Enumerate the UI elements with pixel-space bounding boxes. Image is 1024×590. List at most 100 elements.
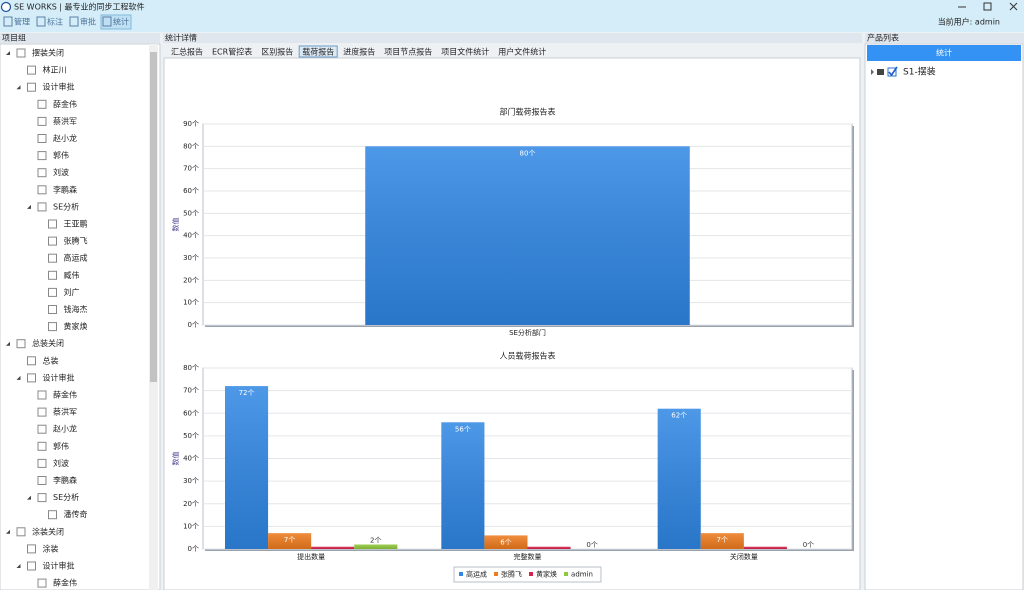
tree-label[interactable]: 薛金伟 [53, 390, 77, 400]
tree-checkbox[interactable] [48, 305, 57, 314]
tree-checkbox[interactable] [48, 510, 57, 520]
tree-label[interactable]: 设计审批 [43, 82, 75, 92]
tree-label[interactable]: SE分析 [53, 201, 79, 211]
restore-button[interactable] [983, 2, 992, 11]
tab-label[interactable]: 用户文件统计 [498, 47, 546, 57]
tree-checkbox[interactable] [37, 407, 47, 417]
tree-label[interactable]: 李鹏森 [53, 475, 77, 485]
toolbar-item[interactable]: 标注 [47, 17, 63, 27]
tree-label[interactable]: 黄家焕 [64, 321, 88, 331]
tree-label[interactable]: 钱海杰 [64, 304, 88, 314]
tree-checkbox[interactable] [37, 99, 47, 109]
tree-checkbox[interactable] [37, 424, 47, 434]
tree-checkbox[interactable] [37, 493, 47, 503]
close-button[interactable] [1009, 2, 1018, 11]
expand-arrow[interactable] [27, 495, 31, 500]
right-panel-header [865, 33, 1024, 43]
tree-checkbox[interactable] [37, 134, 47, 143]
expand-arrow[interactable] [6, 51, 10, 55]
tree-label[interactable]: 张腾飞 [64, 236, 88, 246]
tree-label[interactable]: 总装关闭 [32, 338, 64, 348]
toolbar-item[interactable]: 统计 [113, 17, 129, 27]
tree-label[interactable]: 郭伟 [53, 441, 69, 451]
expand-arrow[interactable] [6, 341, 10, 346]
tree-label[interactable]: 设计审批 [43, 372, 75, 382]
tree-checkbox[interactable] [37, 441, 47, 451]
value-label: 6个 [500, 538, 511, 546]
tree-checkbox[interactable] [48, 322, 57, 332]
tree-checkbox[interactable] [37, 116, 47, 126]
tree-label[interactable]: 赵小龙 [53, 424, 77, 434]
tree-label[interactable]: 赵小龙 [53, 133, 77, 143]
tree-checkbox[interactable] [27, 65, 36, 75]
tab-label[interactable]: 项目文件统计 [441, 47, 489, 57]
y-tick-label: 10个 [183, 522, 199, 530]
tree-label[interactable]: 薛金伟 [53, 578, 77, 588]
tree-label[interactable]: 潘传奇 [64, 509, 88, 519]
toolbar-item[interactable]: 审批 [80, 17, 96, 27]
tree-label[interactable]: 郭伟 [53, 150, 69, 160]
y-tick-label: 90个 [183, 120, 199, 128]
tree-label[interactable]: 刘波 [53, 167, 69, 177]
tree-checkbox[interactable] [16, 48, 26, 58]
tree-label[interactable]: 设计审批 [43, 561, 75, 571]
tree-label[interactable]: 摆装关闭 [32, 48, 64, 58]
window-controls[interactable] [958, 2, 1018, 11]
tree-checkbox[interactable] [48, 236, 57, 246]
tree-checkbox[interactable] [37, 185, 47, 195]
tree-checkbox[interactable] [16, 339, 26, 349]
tree-checkbox[interactable] [27, 544, 36, 554]
tree-label[interactable]: 涂装关闭 [32, 526, 64, 536]
tree-label[interactable]: 总装 [43, 355, 59, 365]
tab-label[interactable]: ECR管控表 [212, 47, 252, 57]
expand-arrow[interactable] [16, 375, 21, 380]
tab-label[interactable]: 区别报告 [261, 47, 293, 57]
scrollbar-thumb[interactable] [150, 52, 157, 382]
tree-label[interactable]: 蔡洪军 [53, 116, 77, 126]
tree-checkbox[interactable] [37, 390, 47, 400]
tree-checkbox[interactable] [48, 253, 57, 263]
tab-label[interactable]: 项目节点报告 [384, 47, 432, 57]
expand-arrow[interactable] [16, 564, 21, 568]
tree-checkbox[interactable] [37, 476, 47, 485]
tree-label[interactable]: 刘广 [64, 287, 80, 297]
tree-checkbox[interactable] [37, 578, 47, 588]
tab-label[interactable]: 进度报告 [343, 47, 375, 57]
expand-arrow[interactable] [871, 69, 874, 75]
tree-checkbox[interactable] [37, 168, 47, 178]
tree-label[interactable]: 高运成 [64, 253, 88, 263]
toolbar-item[interactable]: 管理 [14, 17, 30, 27]
tree-checkbox[interactable] [27, 373, 36, 383]
legend-label: admin [571, 571, 593, 579]
tree-label[interactable]: 林正川 [43, 65, 67, 75]
expand-arrow[interactable] [16, 85, 21, 90]
tab-label[interactable]: 汇总报告 [171, 47, 203, 57]
stats-button[interactable] [867, 45, 1021, 61]
tree-label[interactable]: 涂装 [43, 543, 59, 553]
tab-label[interactable]: 载荷报告 [302, 47, 334, 57]
expand-arrow[interactable] [6, 529, 10, 534]
tree-checkbox[interactable] [48, 287, 57, 297]
tree-label[interactable]: S1-摆装 [903, 66, 936, 78]
tree-checkbox[interactable] [27, 356, 36, 366]
tree-label[interactable]: 李鹏森 [53, 184, 77, 194]
tree-checkbox[interactable] [37, 151, 47, 161]
expand-arrow[interactable] [27, 204, 31, 209]
stats-button-label[interactable]: 统计 [936, 48, 952, 58]
tab[interactable] [298, 45, 338, 58]
tree-checkbox[interactable] [16, 527, 26, 537]
legend-swatch [494, 572, 499, 576]
tree-label[interactable]: 王亚鹏 [64, 219, 88, 229]
tree-label[interactable]: 薛金伟 [53, 99, 77, 109]
tree-checkbox[interactable] [887, 67, 897, 77]
tree-checkbox[interactable] [48, 270, 57, 280]
tree-checkbox[interactable] [27, 82, 36, 92]
tree-checkbox[interactable] [37, 458, 47, 468]
tree-label[interactable]: 蔡洪军 [53, 407, 77, 417]
tree-label[interactable]: 刘波 [53, 458, 69, 468]
tree-label[interactable]: SE分析 [53, 492, 79, 502]
tree-label[interactable]: 臧伟 [64, 270, 80, 280]
tree-checkbox[interactable] [27, 561, 36, 571]
tree-checkbox[interactable] [37, 202, 47, 212]
tree-checkbox[interactable] [48, 219, 57, 229]
